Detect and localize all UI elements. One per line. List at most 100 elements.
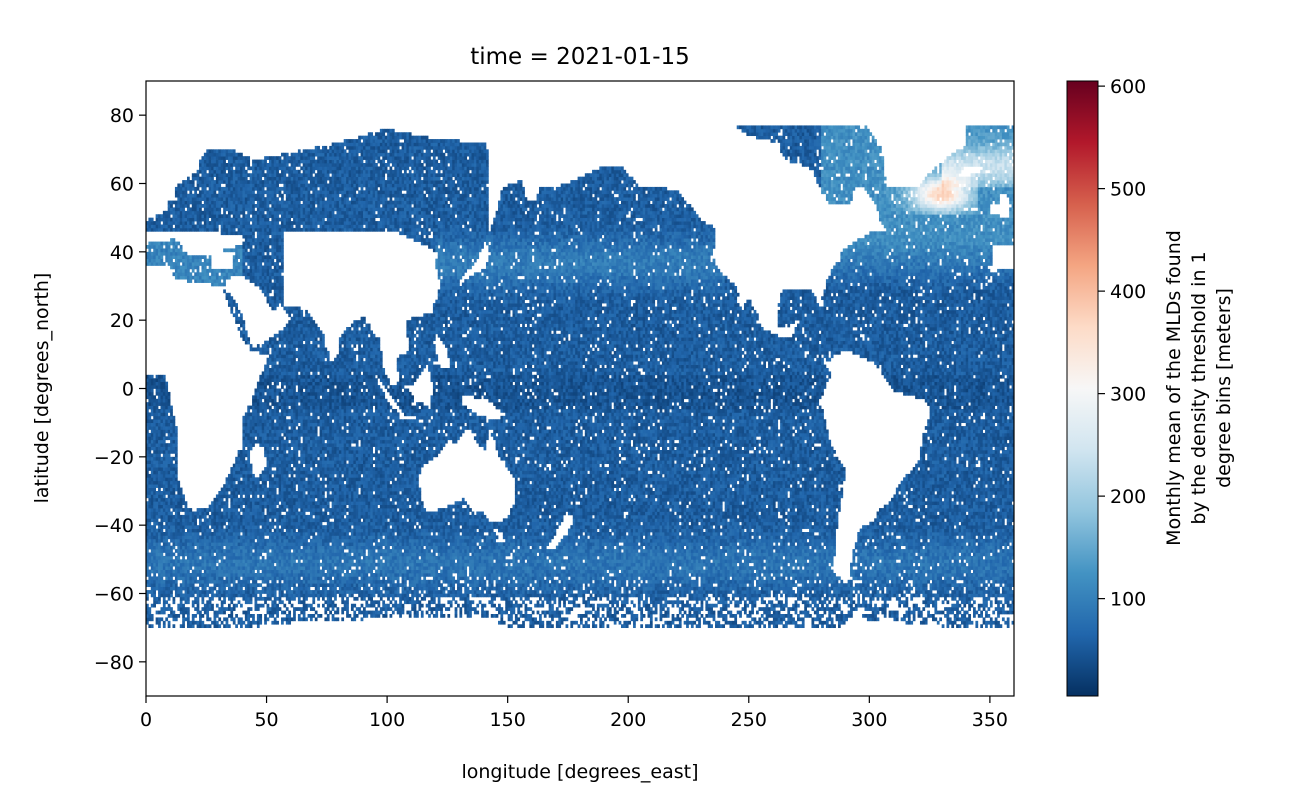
heatmap-cell: [450, 590, 453, 594]
heatmap-cell: [455, 611, 458, 615]
heatmap-cell: [592, 624, 595, 628]
heatmap-cell: [910, 594, 913, 598]
heatmap-cell: [932, 600, 935, 604]
heatmap-cell: [177, 614, 180, 618]
heatmap-cell: [672, 614, 675, 618]
heatmap-cell: [515, 614, 518, 618]
heatmap-cell: [534, 594, 537, 598]
heatmap-cell: [240, 594, 243, 598]
heatmap-cell: [233, 604, 236, 608]
heatmap-cell: [414, 590, 417, 594]
heatmap-cell: [696, 597, 699, 601]
heatmap-cell: [611, 614, 614, 618]
heatmap-cell: [500, 607, 503, 611]
heatmap-cell: [503, 611, 506, 615]
heatmap-cell: [264, 600, 267, 604]
heatmap-cell: [650, 597, 653, 601]
heatmap-cell: [259, 604, 262, 608]
heatmap-cell: [787, 611, 790, 615]
heatmap-cell: [257, 621, 260, 625]
heatmap-cell: [840, 614, 843, 618]
heatmap-cell: [428, 600, 431, 604]
heatmap-cell: [689, 611, 692, 615]
heatmap-cell: [510, 607, 513, 611]
heatmap-cell: [609, 607, 612, 611]
heatmap-cell: [255, 604, 258, 608]
heatmap-cell: [795, 621, 798, 625]
heatmap-cell: [267, 607, 270, 611]
heatmap-cell: [708, 614, 711, 618]
heatmap-cell: [537, 611, 540, 615]
heatmap-cell: [946, 624, 949, 628]
heatmap-cell: [756, 597, 759, 601]
heatmap-cell: [831, 607, 834, 611]
heatmap-cell: [701, 614, 704, 618]
heatmap-cell: [857, 600, 860, 604]
heatmap-cell: [510, 594, 513, 598]
heatmap-cell: [749, 600, 752, 604]
heatmap-cell: [262, 597, 265, 601]
heatmap-cell: [281, 594, 284, 598]
heatmap-cell: [520, 594, 523, 598]
heatmap-cell: [206, 600, 209, 604]
heatmap-cell: [522, 624, 525, 628]
heatmap-cell: [206, 607, 209, 611]
heatmap-cell: [980, 594, 983, 598]
heatmap-cell: [628, 621, 631, 625]
heatmap-cell: [539, 604, 542, 608]
heatmap-cell: [739, 611, 742, 615]
heatmap-cell: [722, 617, 725, 621]
heatmap-cell: [797, 604, 800, 608]
heatmap-cell: [303, 590, 306, 594]
heatmap-cell: [182, 614, 185, 618]
heatmap-cell: [500, 614, 503, 618]
heatmap-cell: [580, 614, 583, 618]
heatmap-cell: [990, 624, 993, 628]
heatmap-cell: [785, 600, 788, 604]
heatmap-cell: [537, 590, 540, 594]
heatmap-cell: [937, 594, 940, 598]
heatmap-cell: [703, 590, 706, 594]
heatmap-cell: [228, 594, 231, 598]
heatmap-cell: [819, 614, 822, 618]
heatmap-cell: [221, 611, 224, 615]
heatmap-cell: [616, 600, 619, 604]
heatmap-cell: [464, 597, 467, 601]
heatmap-cell: [997, 611, 1000, 615]
heatmap-cell: [394, 604, 397, 608]
heatmap-cell: [394, 590, 397, 594]
heatmap-cell: [814, 590, 817, 594]
heatmap-cell: [288, 611, 291, 615]
heatmap-cell: [768, 611, 771, 615]
heatmap-cell: [291, 597, 294, 601]
heatmap-cell: [633, 614, 636, 618]
heatmap-cell: [1007, 600, 1010, 604]
heatmap-cell: [821, 604, 824, 608]
heatmap-cell: [973, 594, 976, 598]
heatmap-cell: [946, 621, 949, 625]
heatmap-cell: [334, 597, 337, 601]
heatmap-cell: [833, 611, 836, 615]
heatmap-cell: [206, 617, 209, 621]
heatmap-cell: [836, 600, 839, 604]
heatmap-cell: [274, 604, 277, 608]
heatmap-cell: [344, 600, 347, 604]
heatmap-cell: [872, 617, 875, 621]
heatmap-cell: [631, 600, 634, 604]
heatmap-cell: [585, 590, 588, 594]
heatmap-cell: [679, 617, 682, 621]
heatmap-cell: [1007, 604, 1010, 608]
heatmap-cell: [476, 604, 479, 608]
heatmap-cell: [242, 590, 245, 594]
heatmap-cell: [493, 594, 496, 598]
heatmap-cell: [975, 594, 978, 598]
heatmap-cell: [197, 611, 200, 615]
heatmap-cell: [353, 597, 356, 601]
heatmap-cell: [341, 607, 344, 611]
heatmap-cell: [156, 617, 159, 621]
heatmap-cell: [187, 624, 190, 628]
heatmap-cell: [180, 597, 183, 601]
heatmap-cell: [640, 597, 643, 601]
heatmap-cell: [833, 604, 836, 608]
heatmap-cell: [390, 607, 393, 611]
